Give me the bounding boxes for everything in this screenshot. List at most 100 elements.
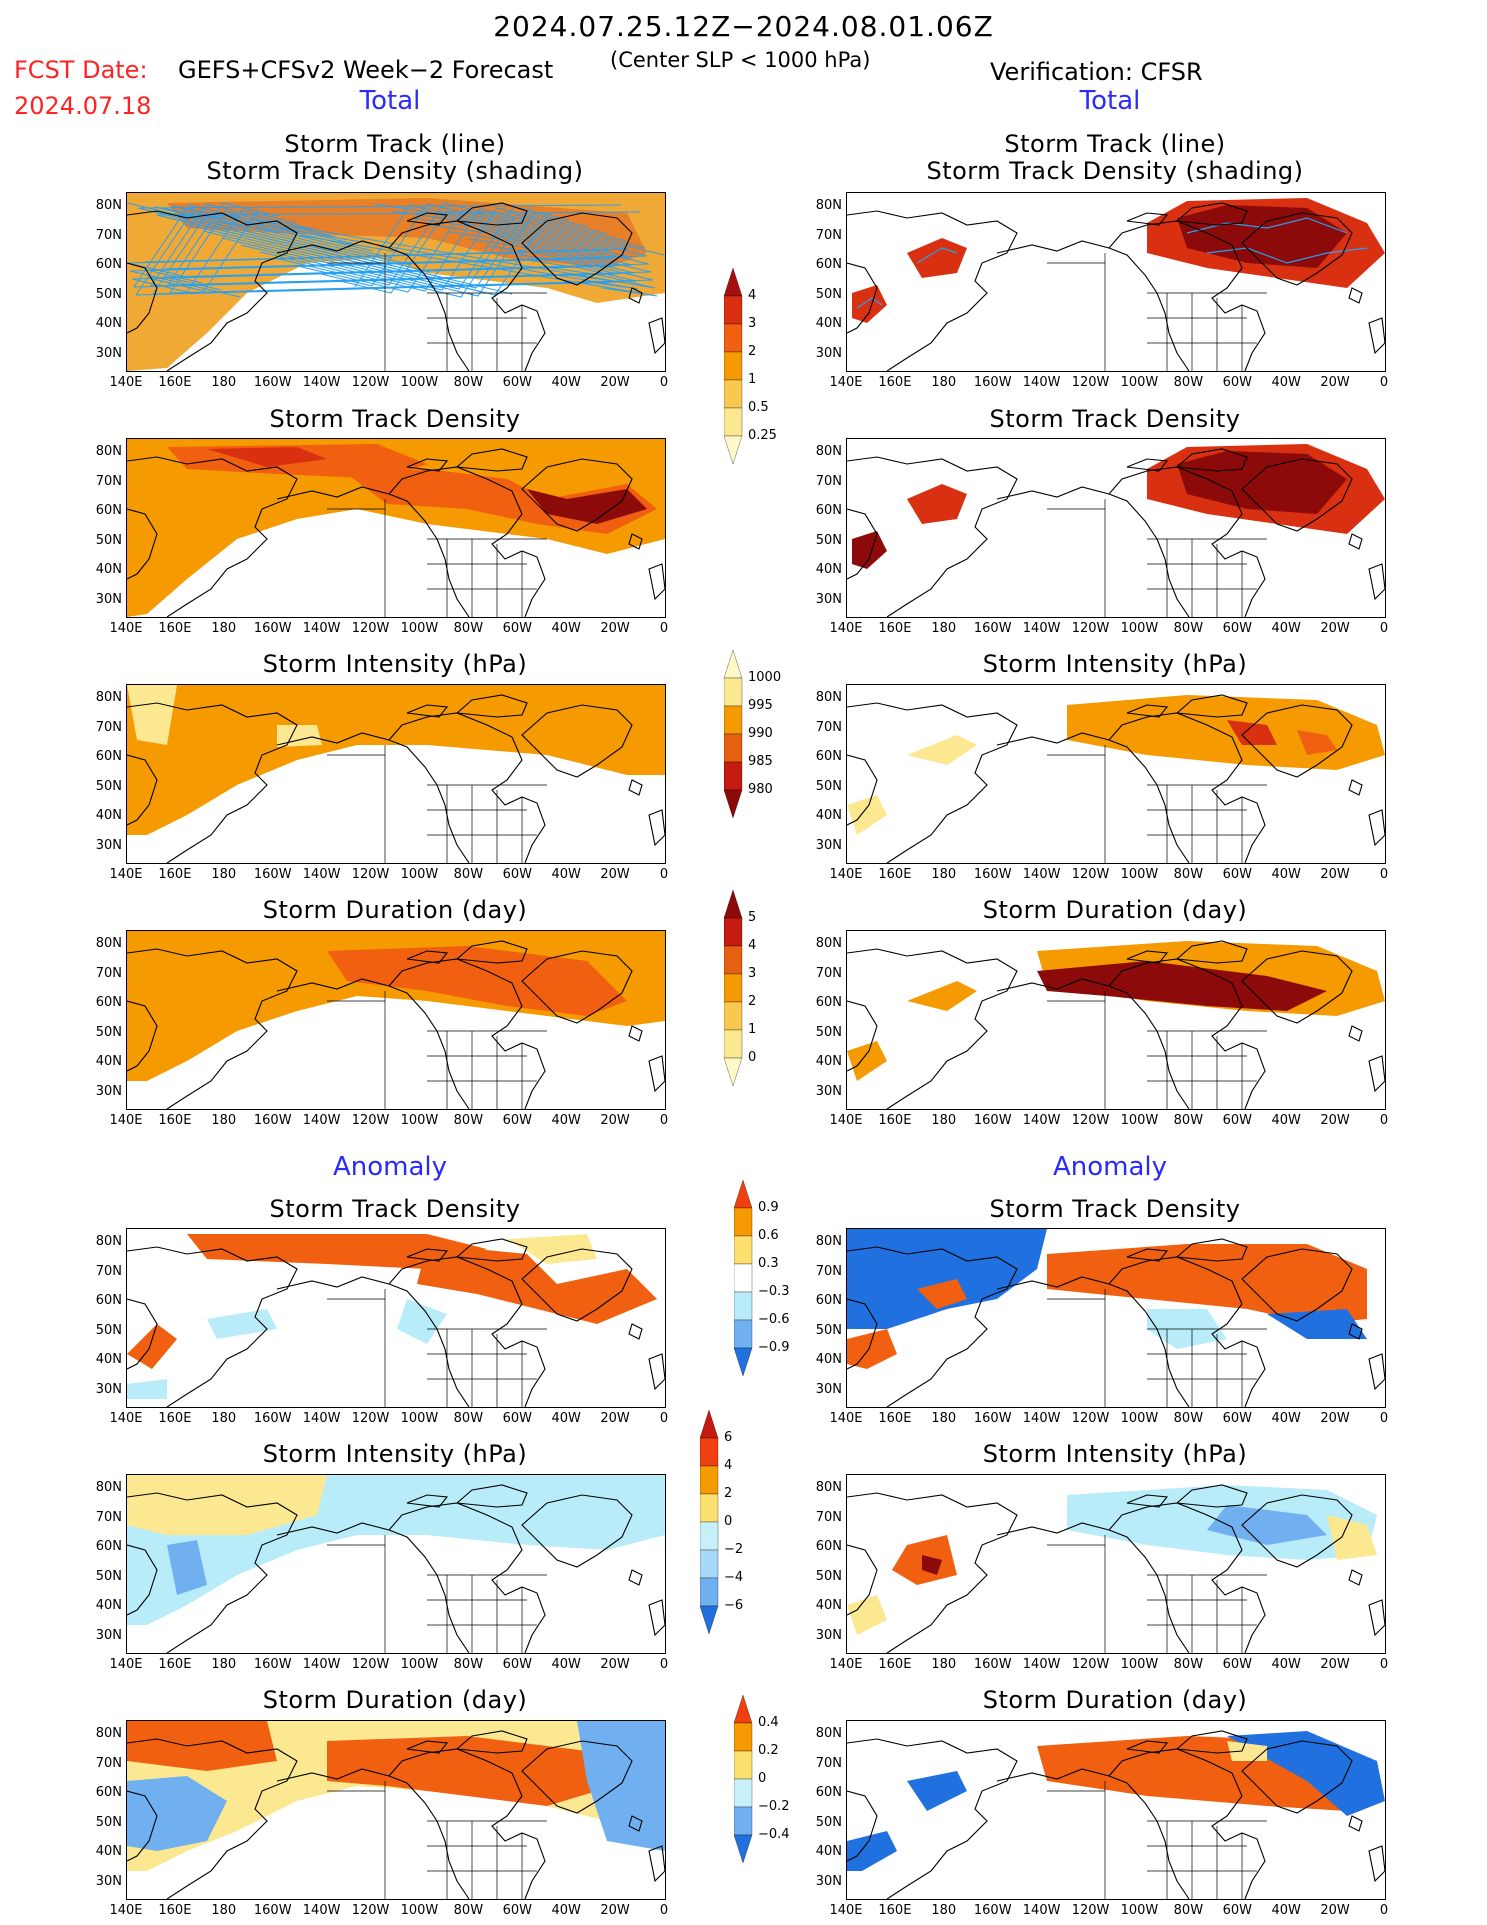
- colorbar-intensity-total: 1000 995 990 985 980: [723, 649, 781, 878]
- lat-label: 40N: [815, 1844, 842, 1859]
- lon-label: 60W: [502, 1903, 532, 1918]
- colorbar-label: −2: [724, 1542, 744, 1557]
- title-anom-duration-left: Storm Duration (day): [262, 1686, 528, 1714]
- map-verif-anom-intensity-svg: [847, 1484, 1385, 1653]
- colorbar-label: 0.4: [758, 1715, 779, 1730]
- lat-label: 40N: [95, 1598, 122, 1613]
- colorbar-duration-anom: 0.4 0.2 0 −0.2 −0.4: [733, 1694, 790, 1923]
- lon-label: 160W: [973, 867, 1012, 882]
- title-density-left: Storm Track Density: [269, 405, 521, 433]
- lat-label: 30N: [815, 591, 842, 607]
- colorbar-label: 0: [724, 1514, 733, 1529]
- colorbar-label: 2: [748, 994, 757, 1009]
- colorbar-label: 0.2: [758, 1743, 779, 1758]
- lon-label: 140W: [1022, 1113, 1061, 1128]
- map-fcst-anom-density-svg: [127, 1234, 665, 1407]
- lon-label: 120W: [1071, 867, 1110, 882]
- colorbar-label: 0.5: [748, 400, 769, 415]
- lon-label: 140W: [1022, 1411, 1061, 1426]
- lat-label: 70N: [815, 719, 842, 735]
- lon-label: 20W: [600, 1411, 630, 1426]
- colorbar-svg: [733, 1694, 753, 1864]
- title-intensity-left: Storm Intensity (hPa): [262, 650, 528, 678]
- lon-label: 180: [931, 1411, 957, 1426]
- colorbar-label: −0.6: [758, 1312, 790, 1327]
- lon-label: 160W: [973, 1411, 1012, 1426]
- lat-label: 50N: [95, 1322, 122, 1338]
- lat-label: 40N: [95, 1844, 122, 1859]
- map-verif-anom-density-svg: [847, 1229, 1385, 1407]
- lat-label: 70N: [815, 1263, 842, 1279]
- lat-label: 60N: [815, 749, 842, 764]
- lon-label: 100W: [400, 1411, 439, 1426]
- lon-label: 60W: [502, 1657, 532, 1672]
- lon-label: 100W: [1120, 1411, 1159, 1426]
- lat-label: 50N: [815, 286, 842, 302]
- lat-label: 30N: [815, 345, 842, 361]
- lat-label: 40N: [815, 562, 842, 577]
- lon-label: 140W: [1022, 1903, 1061, 1918]
- lat-label: 60N: [95, 1539, 122, 1554]
- lat-label: 60N: [815, 995, 842, 1010]
- lon-label: 140W: [1022, 621, 1061, 636]
- lon-label: 140W: [302, 621, 341, 636]
- lat-label: 70N: [95, 965, 122, 981]
- colorbar-label: 1: [748, 372, 757, 387]
- lat-label: 30N: [95, 345, 122, 361]
- lon-label: 60W: [1222, 867, 1252, 882]
- lon-label: 140E: [109, 375, 143, 390]
- lon-label: 20W: [1320, 375, 1350, 390]
- lon-label: 0: [1379, 867, 1389, 882]
- lon-label: 80W: [1173, 1411, 1204, 1426]
- verification-label: Verification: CFSR: [990, 58, 1203, 86]
- lon-label: 120W: [1071, 1657, 1110, 1672]
- map-fcst-anom-intensity: [126, 1474, 666, 1654]
- lon-label: 0: [659, 1903, 669, 1918]
- lon-label: 20W: [600, 867, 630, 882]
- colorbar-label: 3: [748, 316, 757, 331]
- title-track-shading-right: Storm Track Density (shading): [926, 157, 1304, 185]
- map-fcst-anom-duration: [126, 1720, 666, 1900]
- forecast-model: GEFS+CFSv2 Week−2 Forecast: [178, 56, 554, 84]
- map-fcst-anom-duration-svg: [127, 1721, 665, 1899]
- lat-label: 30N: [95, 1873, 122, 1889]
- lon-label: 20W: [1320, 1113, 1350, 1128]
- map-verif-density: [846, 438, 1386, 618]
- lon-label: 160E: [878, 867, 912, 882]
- lon-label: 60W: [502, 375, 532, 390]
- lon-label: 160W: [973, 1113, 1012, 1128]
- lat-label: 60N: [95, 749, 122, 764]
- lon-label: 180: [931, 1113, 957, 1128]
- map-verif-anom-density: [846, 1228, 1386, 1408]
- section-total-left: Total: [359, 86, 421, 116]
- lat-label: 80N: [815, 690, 842, 705]
- lat-label: 50N: [815, 1568, 842, 1584]
- lat-label: 50N: [95, 1814, 122, 1830]
- lon-label: 140W: [302, 867, 341, 882]
- lon-label: 160E: [878, 1657, 912, 1672]
- lon-label: 180: [211, 1113, 237, 1128]
- lon-label: 80W: [453, 867, 484, 882]
- colorbar-label: 6: [724, 1430, 733, 1445]
- lat-label: 70N: [95, 1509, 122, 1525]
- lon-label: 140E: [829, 621, 863, 636]
- lon-label: 100W: [1120, 1903, 1159, 1918]
- lon-label: 180: [211, 621, 237, 636]
- lon-label: 180: [211, 375, 237, 390]
- lon-label: 180: [931, 375, 957, 390]
- lon-label: 0: [1379, 375, 1389, 390]
- lat-label: 40N: [95, 316, 122, 331]
- map-fcst-density-svg: [127, 439, 665, 617]
- lat-label: 60N: [95, 257, 122, 272]
- lon-label: 0: [659, 1113, 669, 1128]
- lon-label: 160E: [878, 621, 912, 636]
- lon-label: 120W: [351, 867, 390, 882]
- lon-label: 100W: [1120, 1657, 1159, 1672]
- lon-label: 160W: [973, 1657, 1012, 1672]
- lon-label: 40W: [1271, 375, 1301, 390]
- map-fcst-intensity: [126, 684, 666, 864]
- colorbar-svg: [699, 1409, 719, 1635]
- lon-label: 140W: [1022, 375, 1061, 390]
- lon-label: 100W: [1120, 621, 1159, 636]
- lat-label: 60N: [815, 257, 842, 272]
